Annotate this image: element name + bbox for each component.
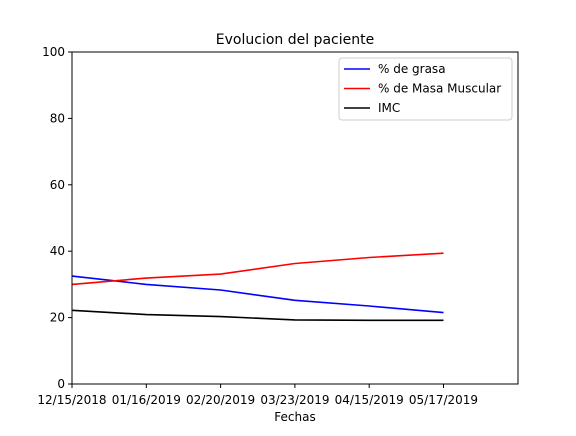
x-tick-label: 12/15/2018 [37,393,106,407]
x-tick-label: 03/23/2019 [260,393,329,407]
series-line-3 [71,309,444,322]
legend-label: % de grasa [378,62,446,76]
plot-frame [71,51,519,385]
x-tick-label: 04/15/2019 [335,393,404,407]
legend-box [338,57,513,121]
y-axis: 0 20 40 60 80 100 [42,45,72,391]
series-line-1 [71,275,444,314]
x-tick-label: 01/16/2019 [112,393,181,407]
x-tick-label: 02/20/2019 [186,393,255,407]
x-tick-label: 05/17/2019 [409,393,478,407]
y-tick-label: 60 [50,178,65,192]
plot-area [71,252,444,322]
y-tick-label: 40 [50,244,65,258]
y-tick-label: 0 [57,377,65,391]
chart-title: Evolucion del paciente [216,32,374,48]
legend-label: IMC [378,101,400,115]
y-tick-label: 80 [50,111,65,125]
legend-label: % de Masa Muscular [378,82,501,96]
y-tick-label: 100 [42,45,65,59]
x-axis: 12/15/2018 01/16/2019 02/20/2019 03/23/2019… [37,384,478,407]
legend: % de grasa % de Masa Muscular IMC [338,57,513,121]
series-line-2 [71,252,444,286]
y-tick-label: 20 [50,311,65,325]
x-axis-label: Fechas [274,410,315,424]
